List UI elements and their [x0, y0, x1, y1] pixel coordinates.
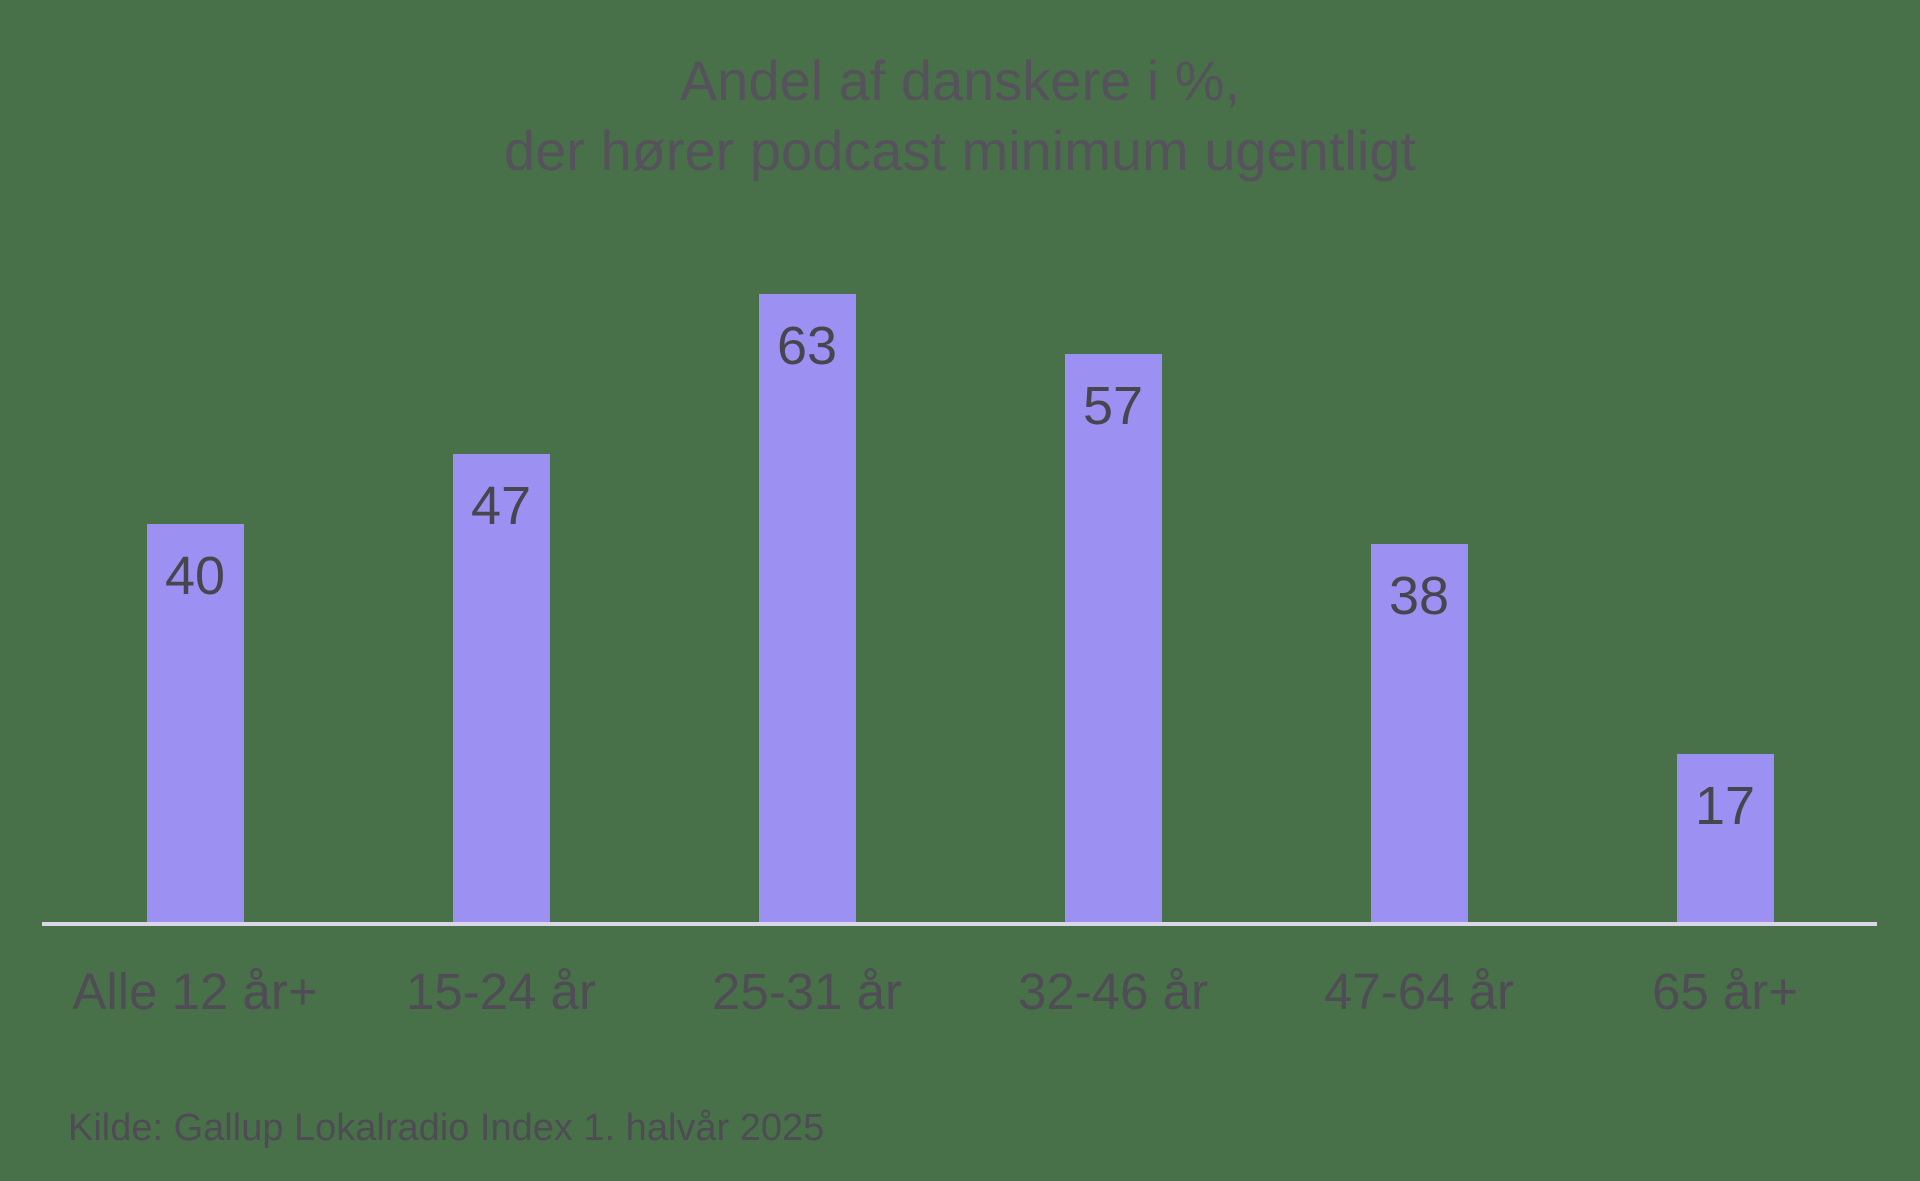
bar-column-5: 17: [1572, 224, 1878, 924]
bar-value-label-4: 38: [1388, 566, 1450, 626]
plot-area: 40 47 63 57 38 17: [42, 224, 1878, 924]
bar-value-label-3: 57: [1082, 376, 1144, 436]
bar-column-2: 63: [654, 224, 960, 924]
bar-1: 47: [452, 454, 550, 924]
x-axis-labels: Alle 12 år+ 15-24 år 25-31 år 32-46 år 47-64…: [42, 963, 1878, 1022]
x-axis-label-1: 15-24 år: [406, 963, 596, 1020]
x-axis-label-2: 25-31 år: [712, 963, 902, 1020]
bar-column-1: 47: [348, 224, 654, 924]
chart-title-line1: Andel af danskere i %,: [679, 49, 1241, 112]
chart-title-line2: der hører podcast minimum ugentligt: [504, 119, 1416, 182]
bar-column-3: 57: [960, 224, 1266, 924]
x-axis-label-4: 47-64 år: [1324, 963, 1514, 1020]
x-axis-line: [42, 922, 1877, 926]
bar-value-label-1: 47: [470, 476, 532, 536]
bar-value-label-2: 63: [776, 316, 838, 376]
x-axis-label-5: 65 år+: [1651, 963, 1799, 1020]
chart-title: Andel af danskere i %, der hører podcast…: [0, 46, 1920, 186]
bar-2: 63: [758, 294, 856, 924]
bar-column-0: 40: [42, 224, 348, 924]
x-axis-label-0: Alle 12 år+: [72, 963, 318, 1020]
bar-0: 40: [146, 524, 244, 924]
source-note: Kilde: Gallup Lokalradio Index 1. halvår…: [68, 1107, 825, 1149]
bar-value-label-0: 40: [164, 546, 226, 606]
x-axis-label-3: 32-46 år: [1018, 963, 1208, 1020]
bar-3: 57: [1064, 354, 1162, 924]
bar-column-4: 38: [1266, 224, 1572, 924]
bar-5: 17: [1676, 754, 1774, 924]
bar-value-label-5: 17: [1694, 776, 1756, 836]
bar-4: 38: [1370, 544, 1468, 924]
